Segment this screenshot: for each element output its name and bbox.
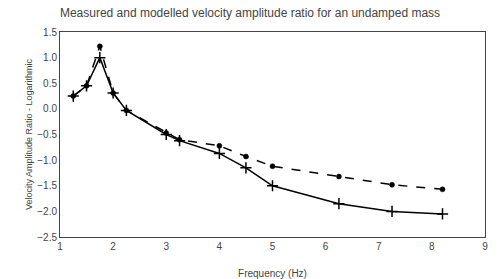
- svg-text:9: 9: [482, 241, 488, 252]
- svg-text:−0.5: −0.5: [37, 129, 57, 140]
- svg-text:6: 6: [323, 241, 329, 252]
- svg-text:2: 2: [110, 241, 116, 252]
- svg-text:1.0: 1.0: [43, 52, 57, 63]
- svg-text:7: 7: [376, 241, 382, 252]
- svg-text:−2.0: −2.0: [37, 206, 57, 217]
- svg-text:8: 8: [429, 241, 435, 252]
- svg-text:Frequency (Hz): Frequency (Hz): [238, 268, 307, 279]
- svg-text:Measured and modelled velocity: Measured and modelled velocity amplitude…: [60, 6, 440, 20]
- svg-text:0.0: 0.0: [43, 103, 57, 114]
- svg-text:Velocity Amplitude Ratio - Log: Velocity Amplitude Ratio - Logarithmic: [24, 58, 34, 210]
- svg-text:3: 3: [163, 241, 169, 252]
- svg-text:−1.0: −1.0: [37, 155, 57, 166]
- svg-text:1: 1: [57, 241, 63, 252]
- svg-text:−2.5: −2.5: [37, 232, 57, 243]
- svg-text:−1.5: −1.5: [37, 180, 57, 191]
- svg-text:0.5: 0.5: [43, 78, 57, 89]
- svg-text:5: 5: [270, 241, 276, 252]
- svg-text:1.5: 1.5: [43, 27, 57, 38]
- svg-text:4: 4: [217, 241, 223, 252]
